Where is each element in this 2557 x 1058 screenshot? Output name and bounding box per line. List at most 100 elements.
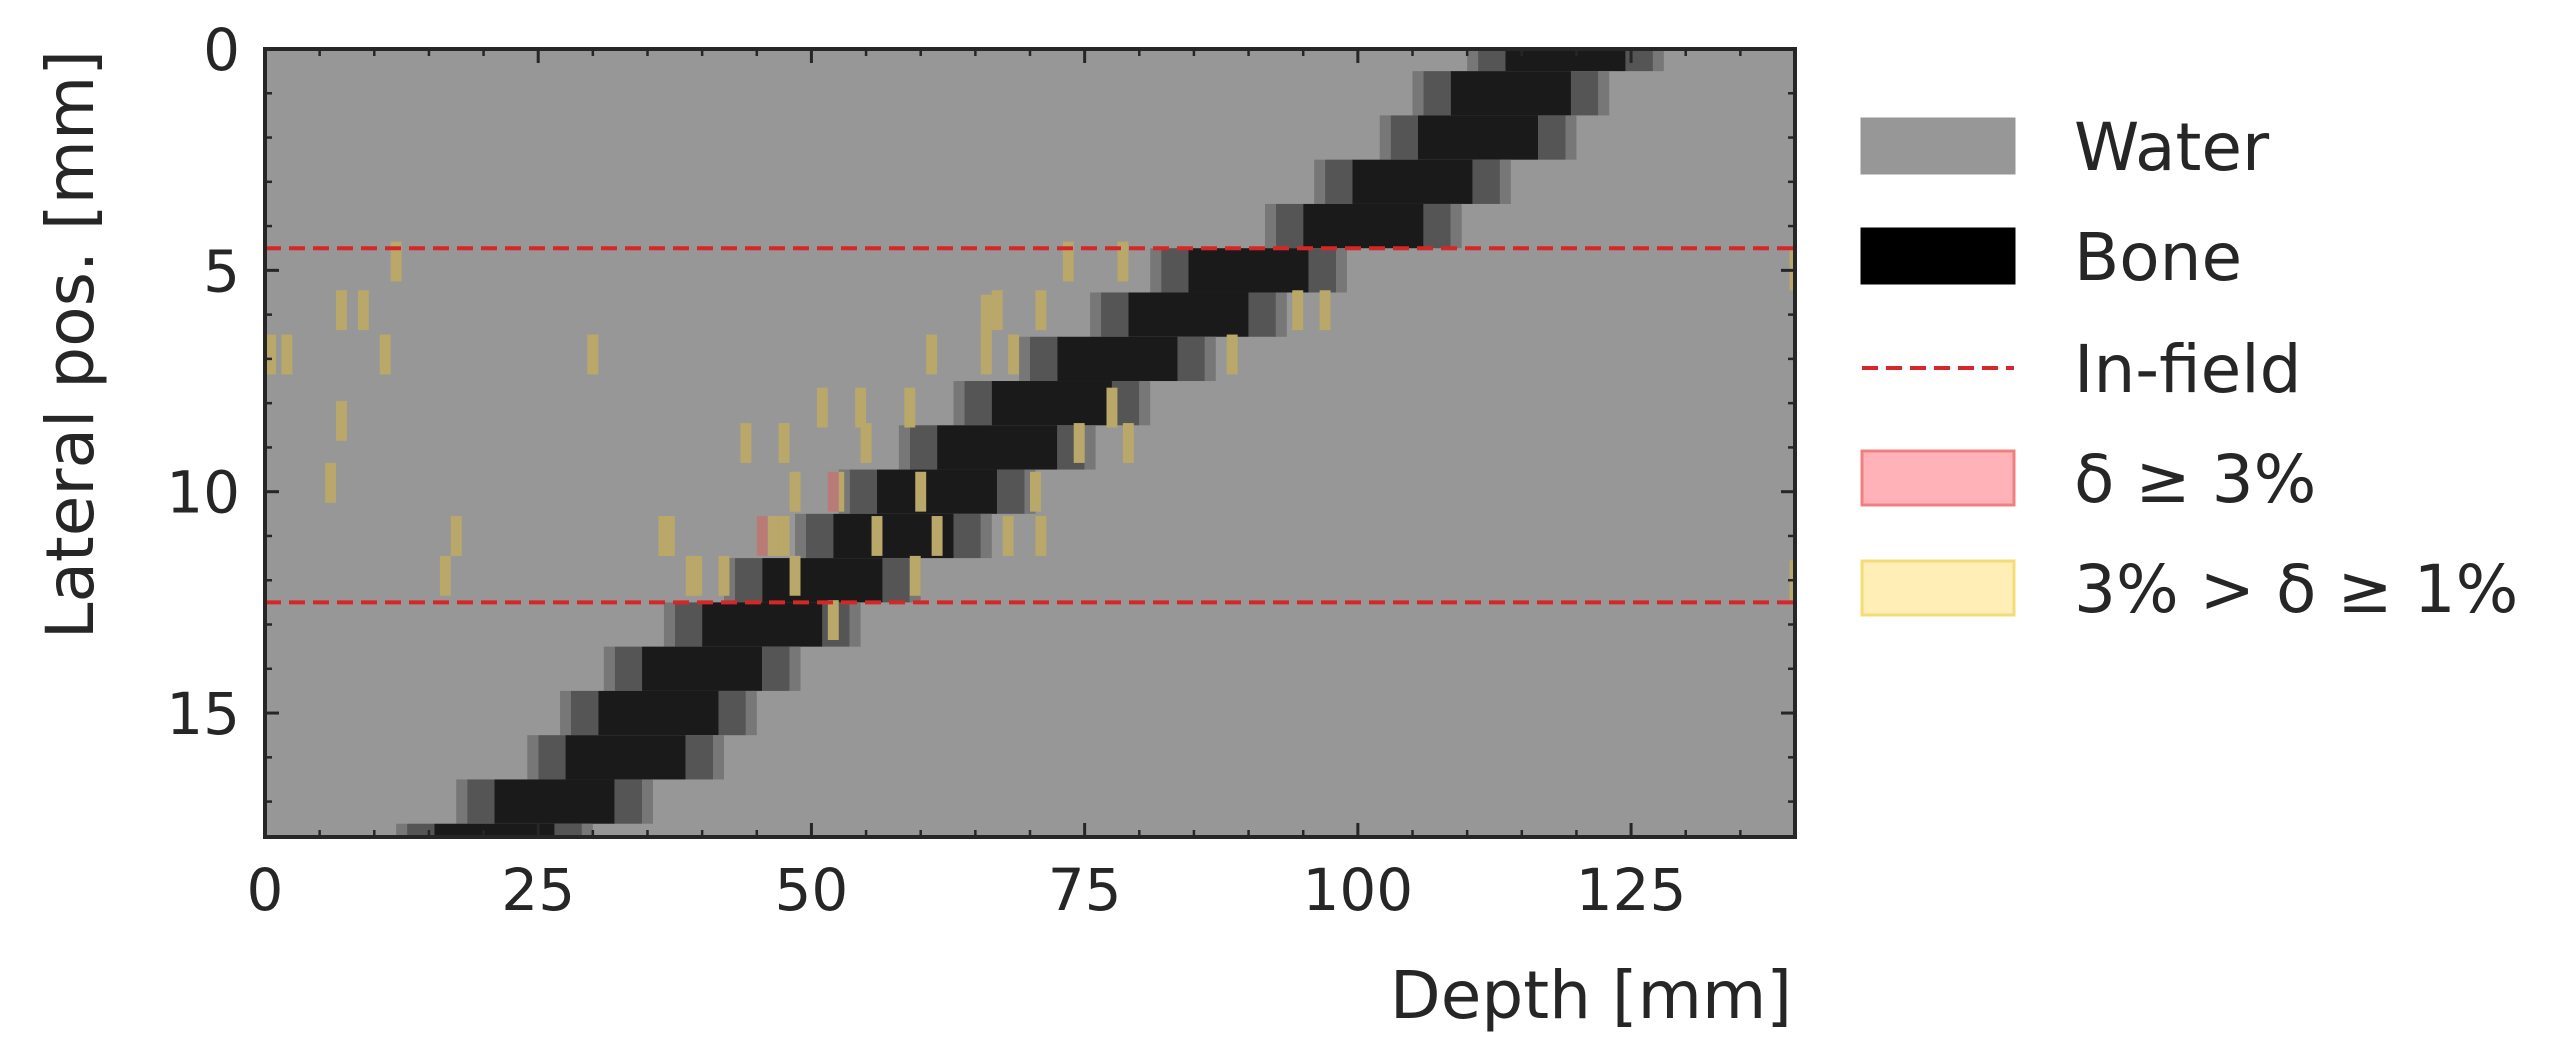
delta-low-cell: [587, 334, 599, 375]
bone-edge-cell: [1412, 71, 1424, 116]
delta-low-cell: [1292, 290, 1304, 331]
bone-cell: [642, 646, 763, 691]
bone-edge-cell: [527, 735, 539, 780]
bone-cell: [1188, 248, 1309, 293]
bone-edge-cell: [614, 646, 643, 691]
delta-low-cell: [390, 241, 402, 282]
delta-low-cell: [904, 387, 916, 428]
bone-edge-cell: [581, 823, 593, 837]
delta-low-cell: [1319, 290, 1331, 331]
bone-edge-cell: [1314, 159, 1326, 204]
delta-low-cell: [336, 400, 347, 441]
bone-cell: [877, 469, 998, 514]
delta-low-cell: [778, 423, 790, 463]
bone-edge-cell: [1101, 292, 1129, 337]
bone-edge-cell: [1308, 248, 1336, 293]
bone-edge-cell: [560, 690, 571, 736]
x-tick-label: 50: [775, 856, 849, 924]
bone-edge-cell: [980, 513, 992, 559]
delta-low-cell: [915, 471, 927, 512]
bone-edge-cell: [1538, 115, 1566, 160]
legend-label-delta_low: 3% > δ ≥ 1%: [2074, 551, 2518, 628]
bone-edge-cell: [1467, 49, 1479, 72]
x-axis-title: Depth [mm]: [1390, 957, 1792, 1034]
bone-edge-cell: [1264, 203, 1276, 249]
bone-edge-cell: [538, 735, 566, 780]
bone-edge-cell: [718, 690, 746, 736]
bone-cell: [1417, 115, 1539, 160]
delta-low-cell: [265, 334, 276, 375]
bone-edge-cell: [1598, 71, 1610, 116]
delta-low-cell: [931, 516, 943, 556]
legend: Water Bone In-field δ ≥ 3% 3% > δ ≥ 1%: [1860, 109, 2518, 628]
delta-low-cell: [439, 555, 451, 596]
legend-label-delta_high: δ ≥ 3%: [2074, 441, 2316, 518]
bone-cell: [565, 735, 686, 780]
y-tick-label: 15: [166, 680, 240, 748]
bone-edge-cell: [882, 558, 910, 603]
bone-edge-cell: [953, 381, 965, 426]
x-tick-label: 0: [247, 856, 284, 924]
delta-low-cell: [991, 290, 1003, 331]
bone-edge-cell: [1030, 336, 1058, 382]
y-axis-title: Lateral pos. [mm]: [32, 50, 109, 639]
bone-edge-cell: [789, 646, 801, 691]
bone-cell: [598, 690, 719, 736]
bone-cell: [1450, 71, 1571, 116]
bone-edge-cell: [1472, 159, 1500, 204]
bone-cell: [937, 425, 1058, 470]
bone-edge-cell: [795, 513, 806, 559]
bone-edge-cell: [909, 425, 938, 470]
legend-swatch-delta_high: [1860, 449, 2016, 507]
bone-cell: [702, 602, 823, 647]
legend-label-water: Water: [2074, 109, 2270, 186]
bone-edge-cell: [1177, 336, 1205, 382]
bone-edge-cell: [734, 558, 763, 603]
heatmap-cells: [265, 49, 1795, 837]
bone-edge-cell: [964, 381, 992, 426]
bone-edge-cell: [953, 513, 981, 559]
bone-edge-cell: [674, 602, 703, 647]
delta-low-cell: [658, 516, 670, 556]
bone-cell: [1057, 336, 1178, 382]
legend-swatch-water: [1860, 117, 2016, 175]
bone-cell: [1128, 292, 1249, 337]
delta-low-cell: [1122, 423, 1134, 463]
bone-edge-cell: [997, 469, 1025, 514]
delta-low-cell: [827, 600, 839, 640]
delta-high-cell: [756, 516, 768, 556]
delta-low-cell: [379, 334, 391, 375]
delta-low-cell: [691, 555, 703, 596]
delta-low-cell: [855, 387, 867, 428]
delta-low-cell: [1062, 241, 1074, 282]
bone-edge-cell: [1423, 71, 1451, 116]
bone-edge-cell: [1139, 381, 1151, 426]
bone-cell: [991, 381, 1112, 426]
bone-edge-cell: [849, 602, 861, 647]
legend-label-bone: Bone: [2074, 219, 2242, 296]
delta-low-cell: [357, 290, 369, 331]
bone-edge-cell: [898, 425, 910, 470]
bone-edge-cell: [745, 690, 757, 736]
bone-edge-cell: [456, 779, 468, 824]
bone-cell: [434, 823, 555, 837]
delta-low-cell: [1030, 471, 1041, 512]
delta-low-cell: [740, 423, 752, 463]
delta-low-cell: [816, 387, 828, 428]
delta-low-cell: [1035, 290, 1047, 331]
bone-edge-cell: [407, 823, 435, 837]
delta-low-cell: [767, 516, 779, 556]
in-field-lines: [265, 246, 1795, 605]
bone-edge-cell: [1019, 336, 1030, 382]
bone-edge-cell: [1204, 336, 1216, 382]
y-tick-label: 10: [166, 459, 240, 527]
delta-low-cell: [1002, 516, 1014, 556]
x-tick-label: 75: [1048, 856, 1122, 924]
delta-low-cell: [980, 294, 992, 335]
y-tick-label: 0: [203, 16, 240, 84]
delta-low-cell: [789, 471, 801, 512]
bone-edge-cell: [1565, 115, 1577, 160]
bone-edge-cell: [1570, 71, 1599, 116]
delta-low-cell: [909, 555, 921, 596]
